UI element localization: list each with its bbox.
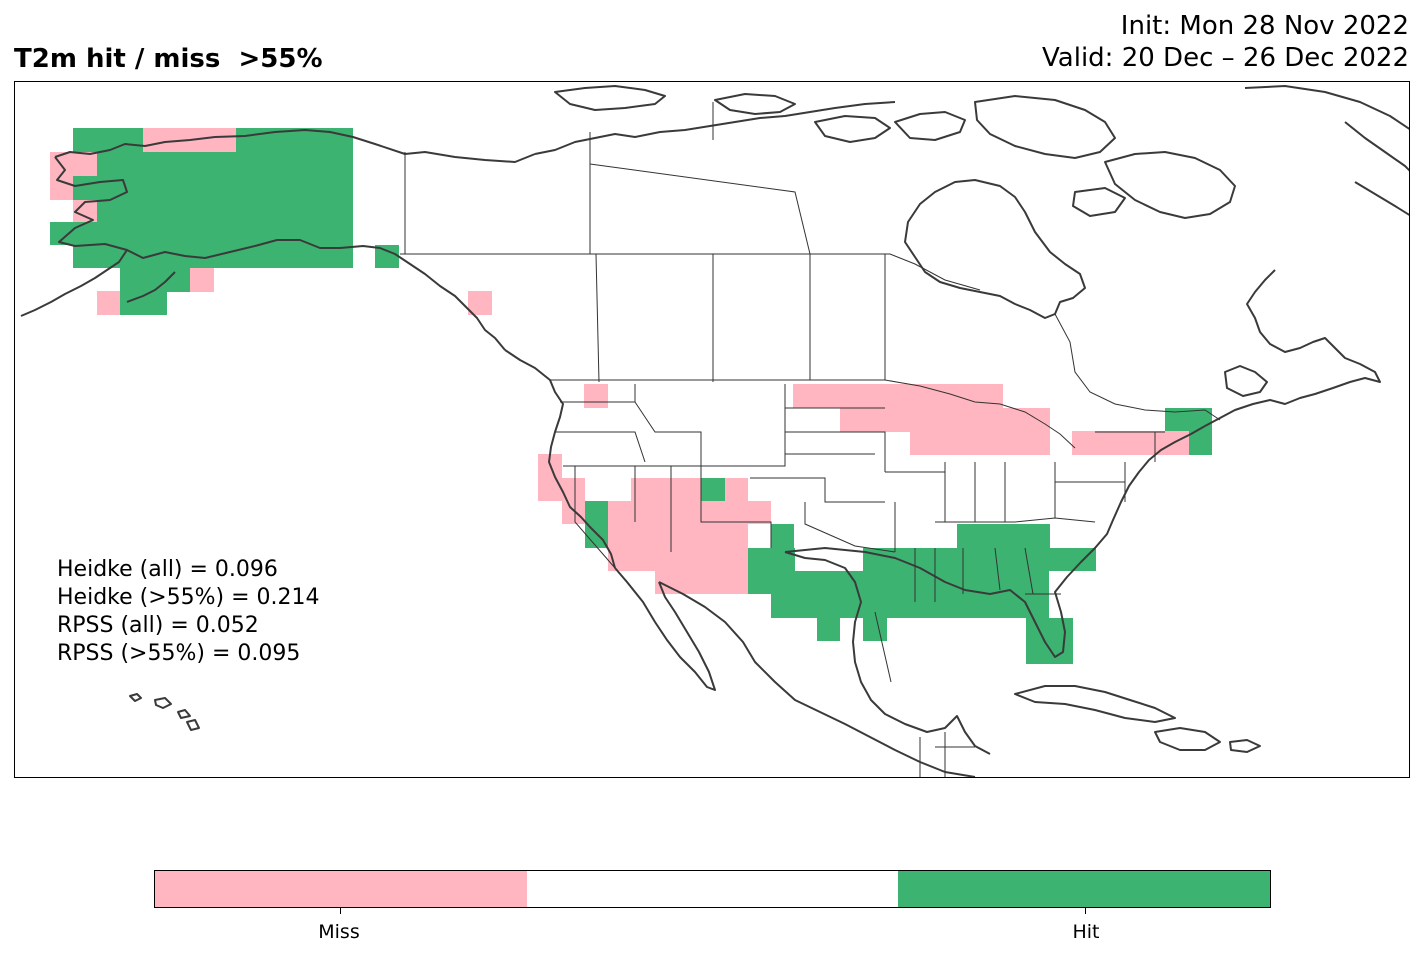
colorbar (154, 870, 1271, 908)
colorbar-miss-segment (155, 871, 527, 907)
heidke-55: Heidke (>55%) = 0.214 (57, 585, 320, 610)
skill-scores: Heidke (all) = 0.096 Heidke (>55%) = 0.2… (57, 556, 320, 668)
hit-cell-florida-1 (1026, 618, 1073, 641)
colorbar-tick-miss (340, 908, 341, 914)
hit-cell-alaska-8 (120, 291, 167, 315)
coastlines (20, 85, 1409, 777)
miss-cell-alaska-west-2 (50, 176, 74, 200)
colorbar-tick-hit (1085, 908, 1086, 914)
colorbar-label-miss: Miss (318, 921, 360, 943)
map-title: T2m hit / miss >55% (14, 44, 323, 74)
colorbar-hit-segment (898, 871, 1271, 907)
miss-cell-alaska-peninsula (97, 291, 121, 315)
miss-cell-alaska-south (190, 268, 214, 292)
hit-cell-texas-2 (748, 548, 795, 571)
valid-date: Valid: 20 Dec – 26 Dec 2022 (1042, 43, 1409, 73)
miss-cell-southwest-3 (608, 524, 748, 571)
hit-cell-florida-2 (1026, 641, 1073, 664)
heidke-all: Heidke (all) = 0.096 (57, 557, 278, 582)
hit-cell-alaska-1 (73, 128, 143, 152)
hit-cell-texas-coast (817, 618, 840, 641)
hit-cell-southeast-1 (863, 548, 1096, 571)
hit-cell-texas-1 (771, 524, 794, 548)
hit-cell-colorado (701, 478, 725, 501)
miss-cell-washington (584, 384, 608, 408)
hit-cell-tennessee (957, 524, 1050, 548)
map-canvas (20, 85, 1409, 777)
rpss-all: RPSS (all) = 0.052 (57, 613, 259, 638)
miss-cell-southwest-1 (631, 478, 748, 501)
miss-cell-southwest-2 (608, 501, 771, 524)
hit-cell-alaska-7 (120, 268, 190, 292)
map-panel (14, 81, 1410, 778)
hit-cell-panhandle (375, 245, 399, 268)
miss-cell-great-lakes (910, 431, 1050, 455)
boundaries (400, 102, 1221, 777)
hit-cells (50, 128, 1212, 664)
rpss-55: RPSS (>55%) = 0.095 (57, 641, 301, 666)
miss-cell-northeast (1072, 431, 1189, 455)
date-block: Init: Mon 28 Nov 2022 Valid: 20 Dec – 26… (1042, 10, 1409, 74)
hit-cell-gulf-1 (748, 571, 945, 594)
colorbar-neutral-segment (526, 871, 899, 907)
hit-cell-southeast-2 (945, 571, 1049, 594)
hit-cell-alaska-5 (50, 222, 353, 245)
hit-cell-alaska-4 (73, 176, 97, 200)
miss-cell-alaska-west-3 (73, 200, 97, 222)
hit-cell-maine-1 (1165, 408, 1212, 431)
miss-cell-southwest-4 (655, 571, 748, 594)
hit-cell-maine-2 (1189, 431, 1212, 455)
miss-cell-california-3 (562, 501, 586, 524)
miss-cell-upper-midwest-2 (840, 408, 1050, 432)
miss-cell-upper-midwest-1 (793, 384, 1003, 408)
hit-cell-california (585, 501, 608, 548)
init-date: Init: Mon 28 Nov 2022 (1120, 11, 1409, 41)
hit-cell-gulf-2 (771, 594, 1049, 618)
colorbar-label-hit: Hit (1072, 921, 1100, 943)
hit-cell-alaska-3 (97, 152, 353, 222)
hit-cell-louisiana (863, 618, 887, 641)
miss-cell-bc (468, 291, 492, 315)
